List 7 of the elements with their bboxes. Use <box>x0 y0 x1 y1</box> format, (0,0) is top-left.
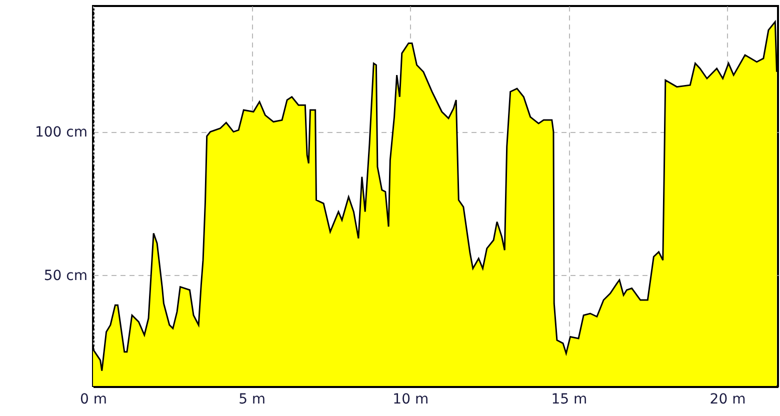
x-tick-label: 10 m <box>392 392 429 408</box>
x-tick-label: 0 m <box>80 392 107 408</box>
x-tick-label: 15 m <box>551 392 588 408</box>
x-tick-label: 20 m <box>710 392 746 408</box>
y-tick-label: 50 cm <box>44 268 88 284</box>
y-tick-label: 100 cm <box>34 124 88 141</box>
x-tick-label: 5 m <box>238 392 266 408</box>
